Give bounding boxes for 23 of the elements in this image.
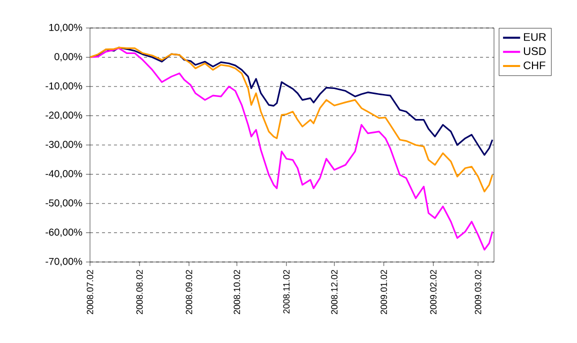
- y-tick-label: -20,00%: [46, 112, 82, 120]
- x-tick-label: 2008.09.02: [186, 270, 192, 314]
- y-tick-label: -60,00%: [46, 228, 82, 237]
- line-series: [90, 47, 494, 251]
- x-tick-label: 2009.01.02: [380, 270, 388, 314]
- legend-label: EUR: [524, 33, 546, 41]
- y-tick-label: -50,00%: [46, 199, 82, 208]
- x-tick-label: 2008.11.02: [283, 270, 290, 314]
- line-series: [90, 46, 494, 192]
- legend-label: USD: [524, 47, 546, 56]
- y-tick-label: -70,00%: [46, 258, 82, 266]
- y-tick-label: 10,00%: [49, 24, 82, 32]
- x-tick-label: 2008.10.02: [234, 270, 240, 314]
- x-tick-label: 2008.07.02: [86, 270, 94, 314]
- y-tick-label: -30,00%: [46, 140, 82, 150]
- legend-label: CHF: [524, 61, 546, 70]
- x-tick-label: 2009.02.02: [430, 270, 437, 314]
- x-tick-label: 2009.03.02: [474, 270, 482, 314]
- y-tick-label: -10,00%: [46, 82, 82, 91]
- x-tick-label: 2008.08.02: [136, 270, 143, 314]
- y-tick-label: -40,00%: [46, 170, 82, 178]
- y-tick-label: 0,00%: [54, 53, 82, 62]
- x-tick-label: 2008.12.02: [331, 270, 338, 314]
